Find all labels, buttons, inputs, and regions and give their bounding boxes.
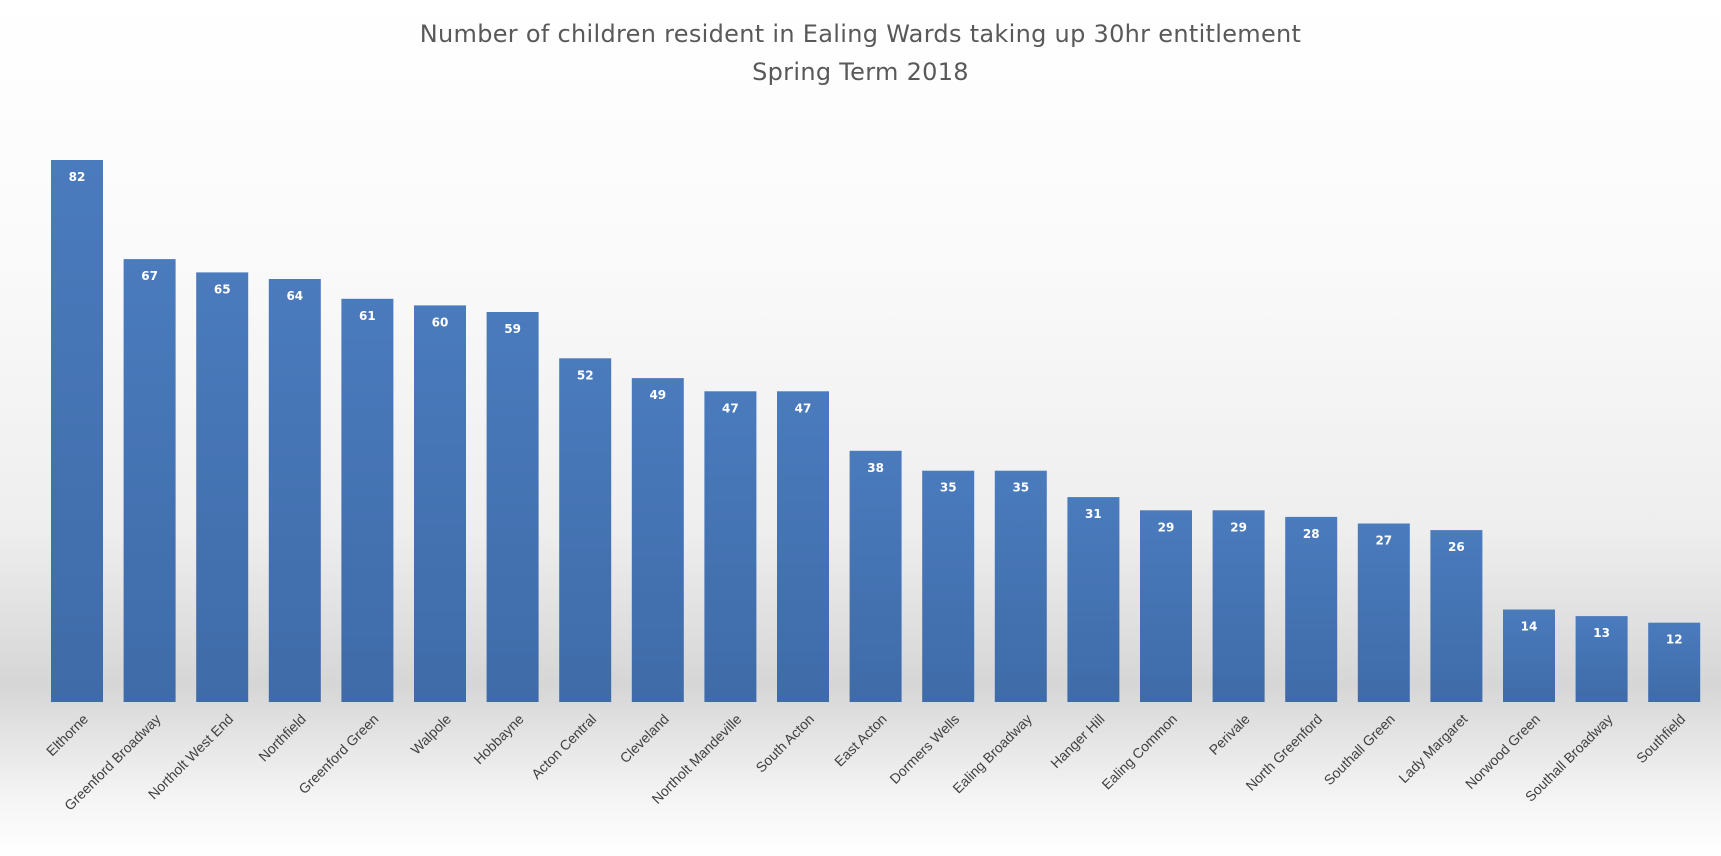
value-label-elthorne: 82 — [69, 170, 86, 184]
value-label-norwood-green: 14 — [1521, 620, 1538, 634]
value-label-northolt-mandeville: 47 — [722, 401, 739, 415]
tick-label-hanger-hill: Hanger Hill — [1047, 711, 1107, 771]
value-label-acton-central: 52 — [577, 368, 594, 382]
value-label-hobbayne: 59 — [504, 322, 521, 336]
value-label-ealing-common: 29 — [1158, 520, 1175, 534]
bar-greenford-green — [341, 298, 394, 702]
value-label-hanger-hill: 31 — [1085, 507, 1102, 521]
chart-title: Number of children resident in Ealing Wa… — [419, 20, 1302, 48]
value-label-dormers-wells: 35 — [940, 481, 957, 495]
value-labels-group: 82 67 65 64 61 60 59 52 49 47 47 38 35 35 31 29 29 28 27 26… — [69, 170, 1683, 647]
bars-group — [51, 160, 1701, 702]
bar-dormers-wells — [922, 470, 975, 702]
bar-acton-central — [559, 358, 612, 702]
tick-label-ealing-broadway: Ealing Broadway — [949, 711, 1035, 797]
bar-cleveland — [631, 378, 684, 702]
value-label-greenford-green: 61 — [359, 309, 376, 323]
tick-label-southfield: Southfield — [1633, 711, 1688, 766]
bar-southall-green — [1357, 523, 1410, 702]
bar-northolt-west-end — [196, 272, 249, 702]
value-label-perivale: 29 — [1230, 520, 1247, 534]
value-label-northfield: 64 — [286, 289, 303, 303]
bar-norwood-green — [1503, 609, 1555, 702]
tick-label-greenford-green: Greenford Green — [295, 711, 381, 797]
bar-elthorne — [51, 160, 103, 702]
value-label-southall-broadway: 13 — [1593, 626, 1610, 640]
value-label-walpole: 60 — [432, 315, 449, 329]
tick-label-hobbayne: Hobbayne — [470, 711, 527, 768]
value-label-north-greenford: 28 — [1303, 527, 1320, 541]
bar-lady-margaret — [1430, 530, 1483, 702]
bar-ealing-common — [1140, 510, 1192, 702]
tick-label-acton-central: Acton Central — [528, 711, 599, 782]
tick-label-northfield: Northfield — [255, 711, 309, 765]
tick-label-elthorne: Elthorne — [43, 711, 91, 759]
bar-north-greenford — [1285, 516, 1338, 702]
bar-northolt-mandeville — [704, 391, 757, 702]
tick-label-north-greenford: North Greenford — [1242, 711, 1325, 794]
bar-hobbayne — [486, 312, 539, 702]
value-label-ealing-broadway: 35 — [1012, 481, 1029, 495]
tick-label-cleveland: Cleveland — [617, 711, 672, 766]
bar-greenford-broadway — [123, 259, 176, 702]
tick-label-east-acton: East Acton — [831, 711, 890, 770]
bar-south-acton — [777, 391, 829, 702]
value-label-cleveland: 49 — [649, 388, 666, 402]
value-label-lady-margaret: 26 — [1448, 540, 1465, 554]
value-label-southall-green: 27 — [1375, 534, 1392, 548]
bar-perivale — [1212, 510, 1265, 702]
tick-label-ealing-common: Ealing Common — [1098, 711, 1180, 793]
value-label-east-acton: 38 — [867, 461, 884, 475]
tick-label-norwood-green: Norwood Green — [1462, 711, 1543, 792]
tick-label-south-acton: South Acton — [752, 711, 817, 776]
value-label-south-acton: 47 — [795, 401, 812, 415]
tick-label-perivale: Perivale — [1206, 711, 1253, 758]
bar-walpole — [414, 305, 466, 702]
tick-label-walpole: Walpole — [407, 711, 454, 758]
value-label-southfield: 12 — [1666, 633, 1683, 647]
bar-southfield — [1648, 622, 1701, 702]
bar-hanger-hill — [1067, 497, 1120, 702]
bar-northfield — [268, 279, 321, 702]
value-label-northolt-west-end: 65 — [214, 282, 231, 296]
bar-southall-broadway — [1575, 616, 1628, 702]
tick-label-southall-green: Southall Green — [1321, 711, 1398, 788]
chart-subtitle: Spring Term 2018 — [752, 58, 969, 86]
bar-ealing-broadway — [994, 470, 1047, 702]
bar-east-acton — [849, 450, 902, 702]
value-label-greenford-broadway: 67 — [141, 269, 158, 283]
tick-label-dormers-wells: Dormers Wells — [886, 711, 962, 787]
tick-label-lady-margaret: Lady Margaret — [1395, 711, 1470, 786]
